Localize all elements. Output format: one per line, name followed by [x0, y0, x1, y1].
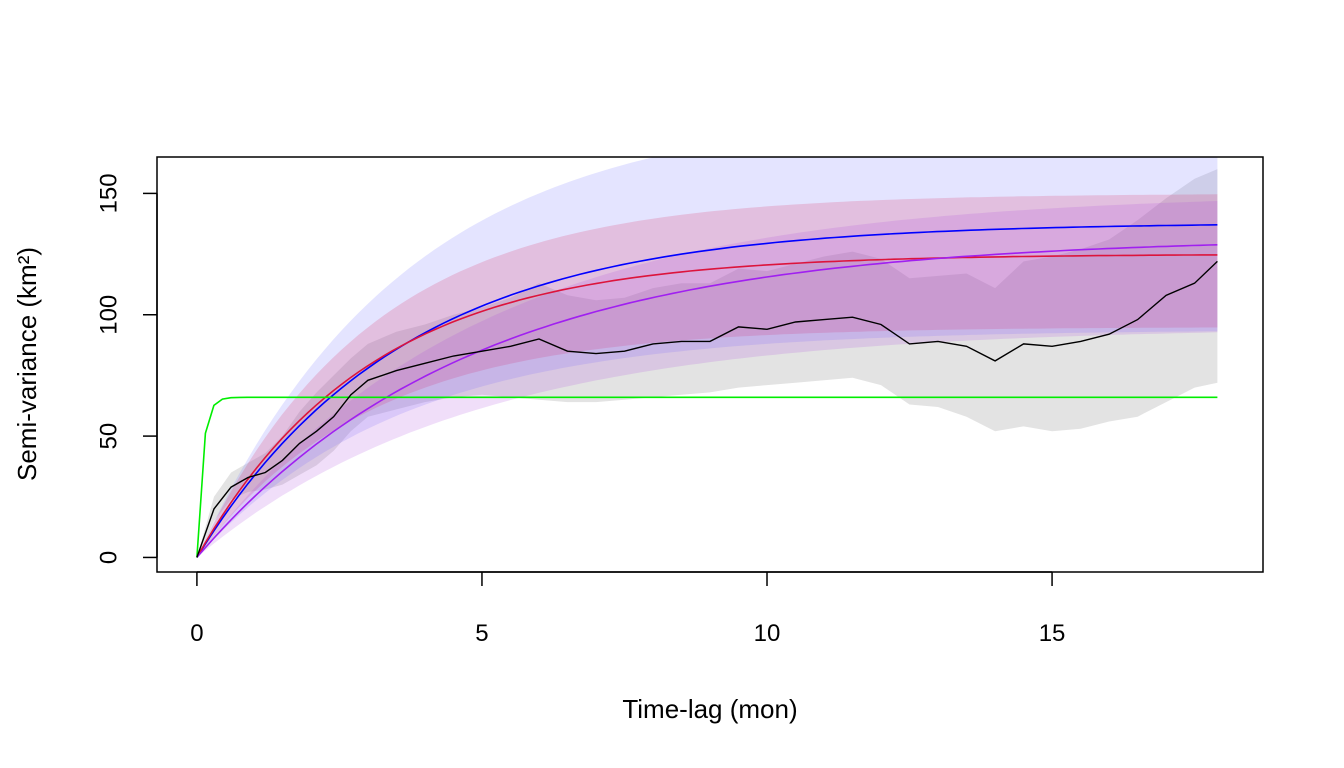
confidence-bands: [196, 157, 1218, 558]
model-line-2: [196, 254, 1218, 558]
x-tick-label: 5: [475, 620, 488, 647]
x-axis: 0 5 10 15: [190, 571, 1066, 647]
y-tick-label: 0: [95, 551, 122, 564]
model-line-3: [196, 244, 1218, 558]
y-tick-label: 150: [95, 173, 122, 213]
model-band-3: [196, 201, 1218, 558]
x-tick-label: 10: [754, 620, 781, 647]
x-tick-label: 15: [1039, 620, 1066, 647]
y-axis: 0 50 100 150: [95, 173, 158, 564]
y-tick-label: 50: [95, 423, 122, 450]
empirical-line: [196, 260, 1218, 558]
x-tick-label: 0: [190, 620, 203, 647]
model-line-1: [196, 224, 1218, 558]
empirical-band: [196, 169, 1218, 558]
y-tick-label: 100: [95, 295, 122, 335]
model-line-4: [196, 396, 1218, 558]
model-band-2: [196, 194, 1218, 558]
y-axis-title: Semi-variance (km²): [12, 247, 42, 481]
model-curves: [196, 224, 1218, 558]
x-axis-title: Time-lag (mon): [622, 694, 797, 724]
